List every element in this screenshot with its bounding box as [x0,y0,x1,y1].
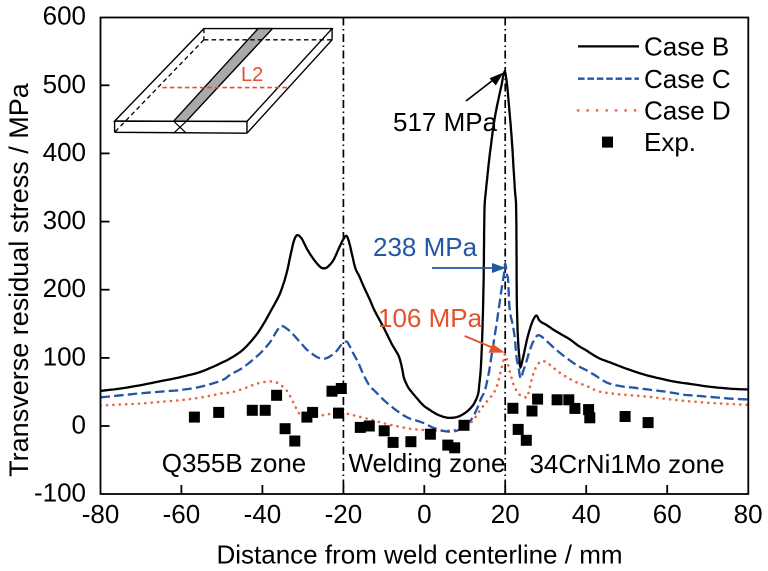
svg-text:238 MPa: 238 MPa [373,232,478,262]
svg-text:Welding zone: Welding zone [348,448,505,478]
svg-text:-60: -60 [163,499,201,529]
svg-text:-80: -80 [82,499,120,529]
svg-text:Distance from weld centerline: Distance from weld centerline / mm [216,540,622,570]
svg-text:500: 500 [43,69,86,99]
svg-text:40: 40 [572,499,601,529]
svg-text:L2: L2 [241,64,263,86]
svg-text:106 MPa: 106 MPa [378,303,483,333]
svg-text:Case D: Case D [644,96,731,126]
svg-text:Transverse residual stress / M: Transverse residual stress / MPa [4,82,34,477]
svg-text:400: 400 [43,137,86,167]
svg-text:Exp.: Exp. [644,127,696,157]
svg-text:Q355B zone: Q355B zone [162,448,307,478]
svg-text:Case C: Case C [644,64,731,94]
svg-text:100: 100 [43,341,86,371]
svg-text:200: 200 [43,273,86,303]
svg-text:34CrNi1Mo zone: 34CrNi1Mo zone [529,449,724,479]
svg-text:60: 60 [653,499,682,529]
svg-text:20: 20 [491,499,520,529]
svg-text:-100: -100 [34,478,86,508]
svg-text:-20: -20 [325,499,363,529]
svg-text:600: 600 [43,1,86,31]
svg-text:300: 300 [43,205,86,235]
svg-text:0: 0 [72,410,86,440]
svg-text:-40: -40 [244,499,282,529]
svg-text:517 MPa: 517 MPa [393,107,498,137]
svg-text:0: 0 [417,499,431,529]
svg-text:Case B: Case B [644,32,729,62]
svg-text:80: 80 [734,499,763,529]
